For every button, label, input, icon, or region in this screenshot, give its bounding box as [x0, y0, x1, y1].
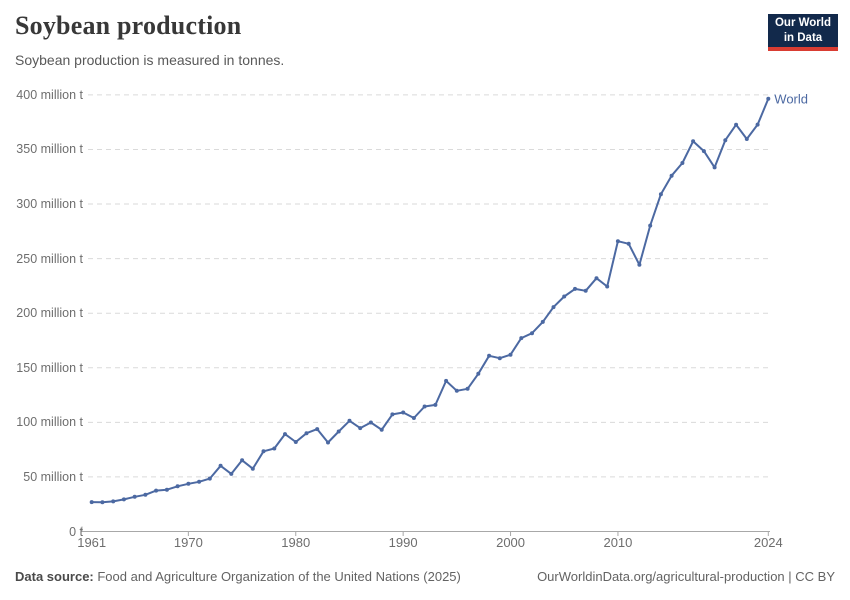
data-point	[648, 223, 653, 228]
x-tick-label: 1990	[388, 535, 418, 550]
data-point	[551, 305, 556, 310]
data-point	[326, 440, 330, 445]
data-point	[401, 410, 406, 415]
owid-logo-line2: in Data	[783, 31, 823, 44]
data-point	[390, 412, 395, 417]
y-tick-label: 400 million t	[16, 87, 83, 102]
footer-link[interactable]: OurWorldinData.org/agricultural-producti…	[537, 569, 835, 584]
data-line	[90, 97, 770, 504]
data-point	[154, 488, 159, 493]
x-tick-label: 1980	[281, 535, 311, 550]
data-point	[164, 487, 169, 492]
data-point	[766, 96, 771, 101]
data-point	[712, 165, 717, 170]
data-point	[229, 471, 234, 476]
chart-footer: Data source: Food and Agriculture Organi…	[15, 569, 835, 584]
data-point	[411, 416, 416, 420]
data-point	[454, 388, 459, 393]
data-point	[379, 427, 384, 432]
data-point	[111, 499, 116, 504]
x-tick-label: 2024	[753, 535, 783, 550]
data-point	[701, 149, 706, 154]
data-point	[465, 386, 470, 391]
data-point	[422, 404, 427, 409]
data-point	[734, 122, 739, 127]
x-tick-label: 2000	[496, 535, 526, 550]
data-point	[143, 492, 148, 497]
y-tick-label: 50 million t	[23, 469, 83, 484]
data-point	[218, 463, 223, 468]
x-tick-label: 1970	[173, 535, 203, 550]
data-point	[669, 173, 674, 178]
data-point	[637, 262, 642, 267]
data-point	[347, 418, 352, 423]
data-point	[132, 494, 137, 499]
chart-subtitle: Soybean production is measured in tonnes…	[15, 52, 285, 68]
data-point	[626, 241, 631, 246]
data-point	[368, 420, 373, 425]
data-point	[540, 319, 545, 324]
y-tick-label: 350 million t	[16, 142, 83, 157]
data-point	[691, 139, 696, 144]
page-title: Soybean production	[15, 11, 242, 40]
y-tick-label: 150 million t	[16, 360, 83, 375]
data-point	[121, 497, 126, 502]
data-source-text: Food and Agriculture Organization of the…	[93, 569, 461, 584]
data-point	[508, 352, 513, 357]
data-source-label: Data source:	[15, 569, 94, 584]
series-end-label: World	[774, 91, 809, 107]
data-point	[744, 137, 749, 141]
data-point	[476, 371, 481, 376]
data-point	[336, 429, 341, 434]
data-point	[100, 500, 105, 505]
data-point	[497, 356, 502, 361]
data-point	[207, 476, 212, 481]
data-point	[605, 284, 610, 289]
data-point	[304, 431, 309, 436]
x-tick-label: 1961	[77, 535, 107, 550]
data-point	[433, 402, 438, 407]
data-point	[583, 288, 588, 293]
data-point	[315, 427, 320, 432]
data-point	[175, 484, 180, 489]
x-axis-line	[81, 526, 770, 532]
data-point	[658, 192, 663, 197]
y-tick-label: 100 million t	[16, 415, 83, 430]
data-point	[723, 138, 728, 143]
data-point	[240, 458, 245, 463]
data-point	[197, 479, 202, 484]
data-source: Data source: Food and Agriculture Organi…	[15, 569, 461, 584]
data-point	[444, 378, 449, 383]
data-point	[680, 161, 685, 165]
y-tick-label: 250 million t	[16, 251, 83, 266]
data-point	[358, 426, 363, 431]
y-tick-label: 0 t	[69, 524, 83, 539]
owid-logo-line1: Our World	[774, 17, 831, 30]
data-point	[573, 286, 577, 291]
data-point	[261, 449, 266, 454]
data-point	[519, 336, 524, 341]
y-tick-label: 300 million t	[16, 197, 83, 212]
data-point	[272, 446, 277, 451]
data-point	[755, 122, 760, 127]
data-point	[186, 481, 191, 486]
y-tick-label: 200 million t	[16, 306, 83, 321]
data-point	[562, 294, 567, 299]
data-point	[283, 432, 287, 437]
data-point	[293, 440, 298, 444]
owid-logo[interactable]: Our World in Data	[768, 14, 838, 51]
data-point	[89, 500, 94, 505]
data-point	[250, 466, 255, 471]
data-point	[530, 331, 534, 336]
data-point	[594, 276, 599, 281]
data-point	[487, 353, 492, 358]
data-point	[615, 239, 620, 244]
x-tick-label: 2010	[603, 535, 633, 550]
